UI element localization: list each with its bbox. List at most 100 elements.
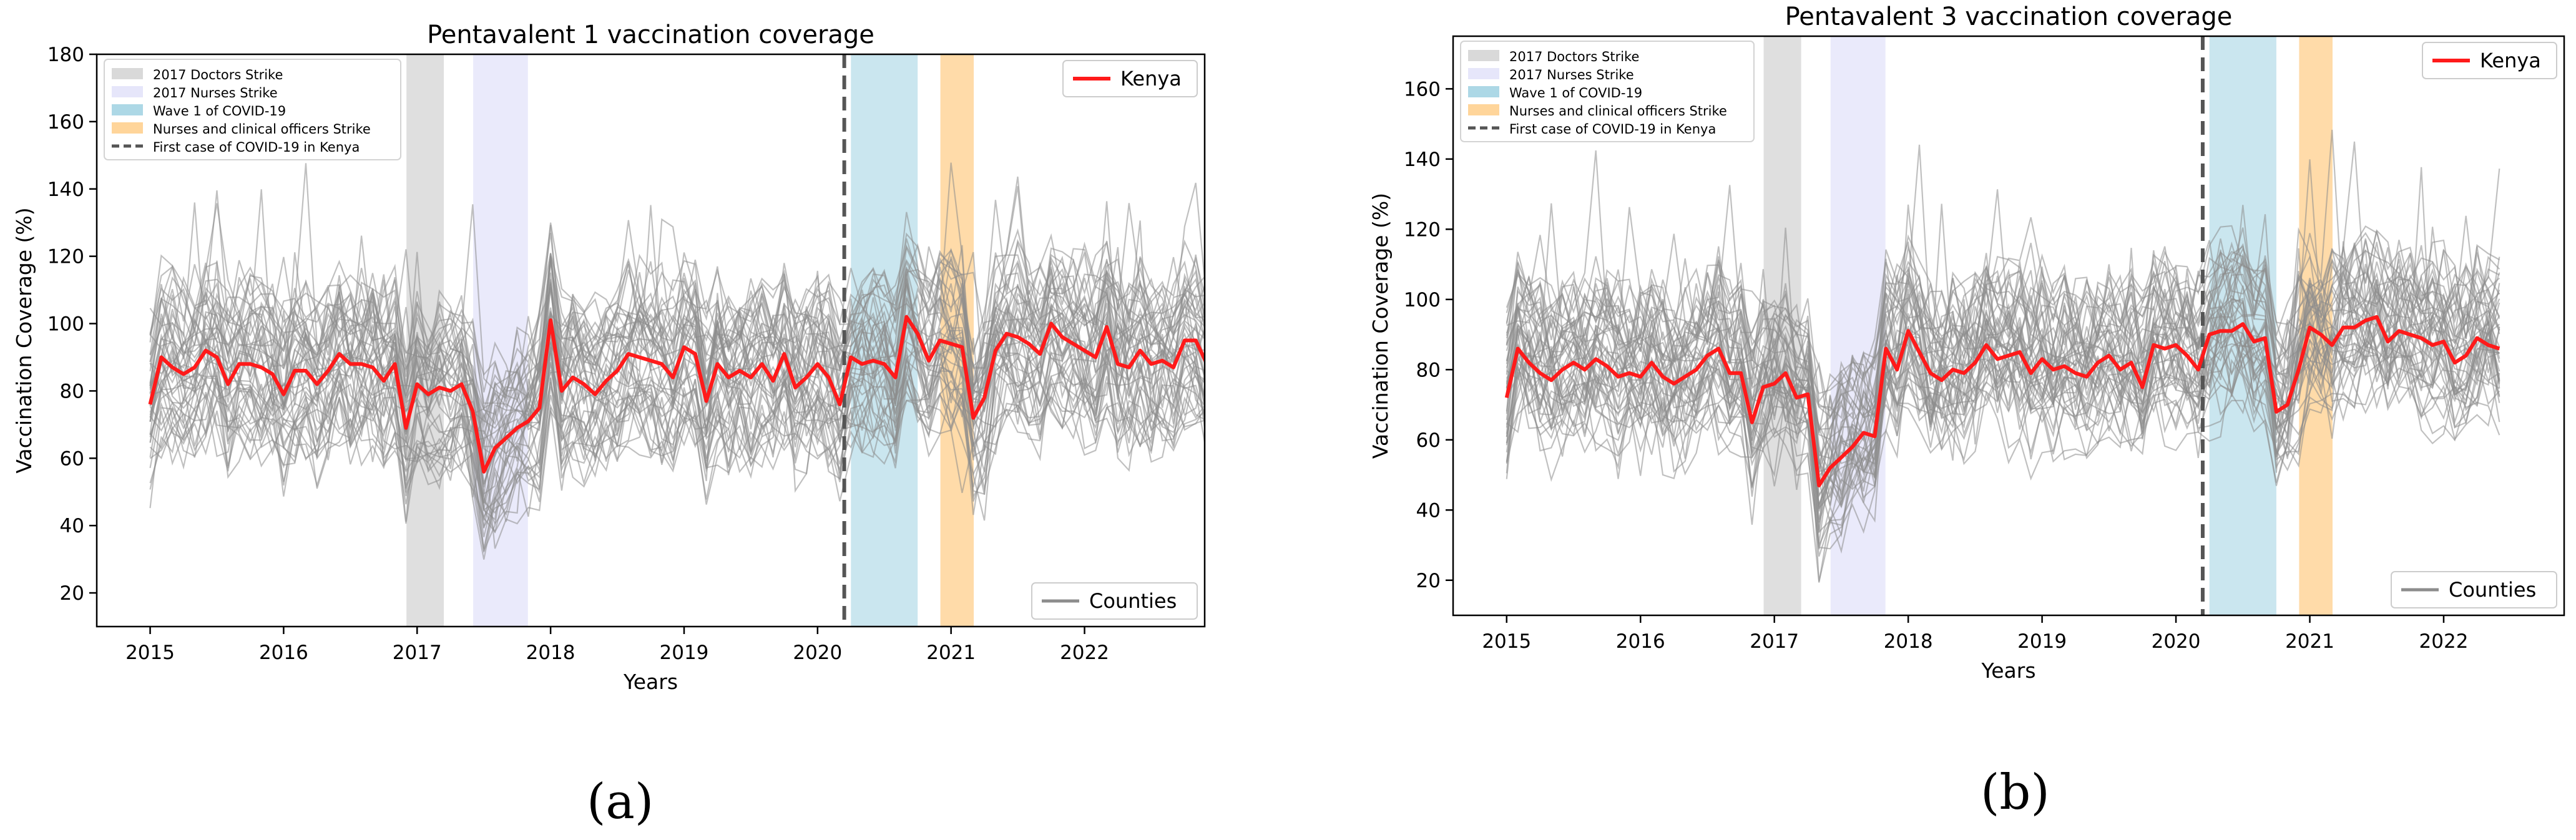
legend-label: Wave 1 of COVID-19 <box>153 104 286 119</box>
county-line <box>149 344 1205 549</box>
y-tick-label: 140 <box>47 178 84 201</box>
county-line <box>1506 150 2500 394</box>
county-line <box>149 200 1205 403</box>
x-tick-label: 2015 <box>125 642 175 664</box>
x-tick-label: 2018 <box>526 642 575 664</box>
county-line <box>1506 296 2500 474</box>
chart-b-svg: 2015 2016 2017 2018 2019 2020 2021 2022 20 40 60 80… <box>1368 2 2565 683</box>
chart-a-svg: 2015 2016 2017 2018 2019 2020 2021 2022 20 40 60 80… <box>12 21 1206 694</box>
kenya-series-line <box>148 315 1205 474</box>
x-axis-label: Years <box>623 670 678 694</box>
x-axis: 2015 2016 2017 2018 2019 2020 2021 2022 <box>125 627 1109 664</box>
plot-area <box>1504 36 2500 615</box>
chart-title: Pentavalent 1 vaccination coverage <box>427 21 874 49</box>
legend-swatch <box>1468 104 1499 115</box>
legend-events: 2017 Doctors Strike 2017 Nurses Strike Wav… <box>104 59 401 160</box>
legend-kenya: Kenya <box>2422 42 2557 79</box>
legend-swatch <box>112 122 143 134</box>
legend-counties-box <box>1031 582 1198 620</box>
legend-label: Nurses and clinical officers Strike <box>153 122 371 137</box>
county-line <box>149 359 1205 522</box>
legend-swatch <box>1468 50 1499 61</box>
x-tick-label: 2016 <box>1616 630 1665 653</box>
y-tick-label: 60 <box>1416 429 1441 452</box>
x-tick-label: 2021 <box>2285 630 2334 653</box>
legend-kenya-label: Kenya <box>2480 49 2541 72</box>
legend-kenya: Kenya <box>1062 60 1198 97</box>
county-line <box>1506 217 2500 465</box>
y-tick-label: 180 <box>47 44 84 66</box>
y-tick-label: 60 <box>60 447 84 470</box>
y-tick-label: 40 <box>60 515 84 537</box>
plot-frame <box>1452 35 2565 617</box>
legend-swatch <box>112 68 143 79</box>
county-line <box>1506 260 2500 459</box>
legend-label: 2017 Nurses Strike <box>153 85 278 100</box>
legend-counties-label: Counties <box>1089 589 1177 613</box>
legend-label: First case of COVID-19 in Kenya <box>1509 122 1716 137</box>
legend-counties-box <box>2391 571 2557 608</box>
legend-events-box <box>1460 41 1755 142</box>
legend-counties-label: Counties <box>2449 578 2536 602</box>
county-line <box>1506 271 2500 523</box>
county-line <box>149 163 1205 432</box>
legend-label: Wave 1 of COVID-19 <box>1509 85 1642 100</box>
county-line <box>149 284 1205 519</box>
y-tick-label: 80 <box>60 380 84 403</box>
x-axis-label: Years <box>1981 658 2035 683</box>
county-line <box>149 212 1205 413</box>
y-axis-label: Vaccination Coverage (%) <box>12 207 36 473</box>
x-tick-label: 2016 <box>259 642 308 664</box>
y-axis-label: Vaccination Coverage (%) <box>1368 193 1393 459</box>
y-tick-label: 20 <box>60 582 84 605</box>
county-lines <box>149 162 1205 560</box>
y-tick-label: 160 <box>47 111 84 134</box>
x-tick-label: 2021 <box>926 642 976 664</box>
y-tick-label: 120 <box>47 246 84 268</box>
x-tick-label: 2019 <box>660 642 709 664</box>
kenya-series-line <box>1504 315 2500 487</box>
legend-events-box <box>104 59 401 160</box>
legend-counties: Counties <box>1031 582 1198 620</box>
legend-label: 2017 Doctors Strike <box>153 67 283 82</box>
county-lines <box>1506 129 2500 583</box>
x-tick-label: 2017 <box>1750 630 1799 653</box>
y-tick-label: 100 <box>1404 289 1441 311</box>
county-line <box>1506 284 2500 549</box>
county-line <box>1506 292 2500 510</box>
county-line <box>1506 241 2500 507</box>
chart-panel-b: 2015 2016 2017 2018 2019 2020 2021 2022 20 40 60 80… <box>1288 0 2576 838</box>
legend-swatch <box>1468 68 1499 79</box>
county-line <box>149 242 1205 466</box>
x-tick-label: 2020 <box>2152 630 2201 653</box>
county-line <box>149 189 1205 456</box>
legend-kenya-label: Kenya <box>1120 67 1182 90</box>
plot-area <box>148 54 1205 627</box>
county-line <box>149 235 1205 484</box>
x-axis: 2015 2016 2017 2018 2019 2020 2021 2022 <box>1482 615 2468 653</box>
x-tick-label: 2022 <box>1060 642 1109 664</box>
plot-frame <box>95 53 1206 628</box>
chart-title: Pentavalent 3 vaccination coverage <box>1785 2 2233 31</box>
county-line <box>1506 205 2500 421</box>
county-line <box>149 292 1205 529</box>
legend-kenya-box <box>1062 60 1198 97</box>
county-line <box>1506 159 2500 419</box>
county-line <box>149 303 1205 534</box>
panel-label-a: (a) <box>587 774 654 830</box>
y-tick-label: 80 <box>1416 359 1441 381</box>
y-tick-label: 40 <box>1416 499 1441 522</box>
panel-label-b: (b) <box>1981 764 2050 821</box>
x-tick-label: 2017 <box>393 642 442 664</box>
y-tick-label: 140 <box>1404 149 1441 171</box>
x-tick-label: 2020 <box>793 642 842 664</box>
y-tick-label: 160 <box>1404 78 1441 100</box>
county-line <box>1506 299 2500 550</box>
legend-kenya-box <box>2422 42 2557 79</box>
y-tick-label: 20 <box>1416 570 1441 592</box>
legend-label: 2017 Doctors Strike <box>1509 49 1639 64</box>
legend-events: 2017 Doctors Strike 2017 Nurses Strike Wav… <box>1460 41 1755 142</box>
legend-swatch <box>112 104 143 115</box>
county-line <box>149 293 1205 496</box>
legend-label: Nurses and clinical officers Strike <box>1509 104 1727 119</box>
